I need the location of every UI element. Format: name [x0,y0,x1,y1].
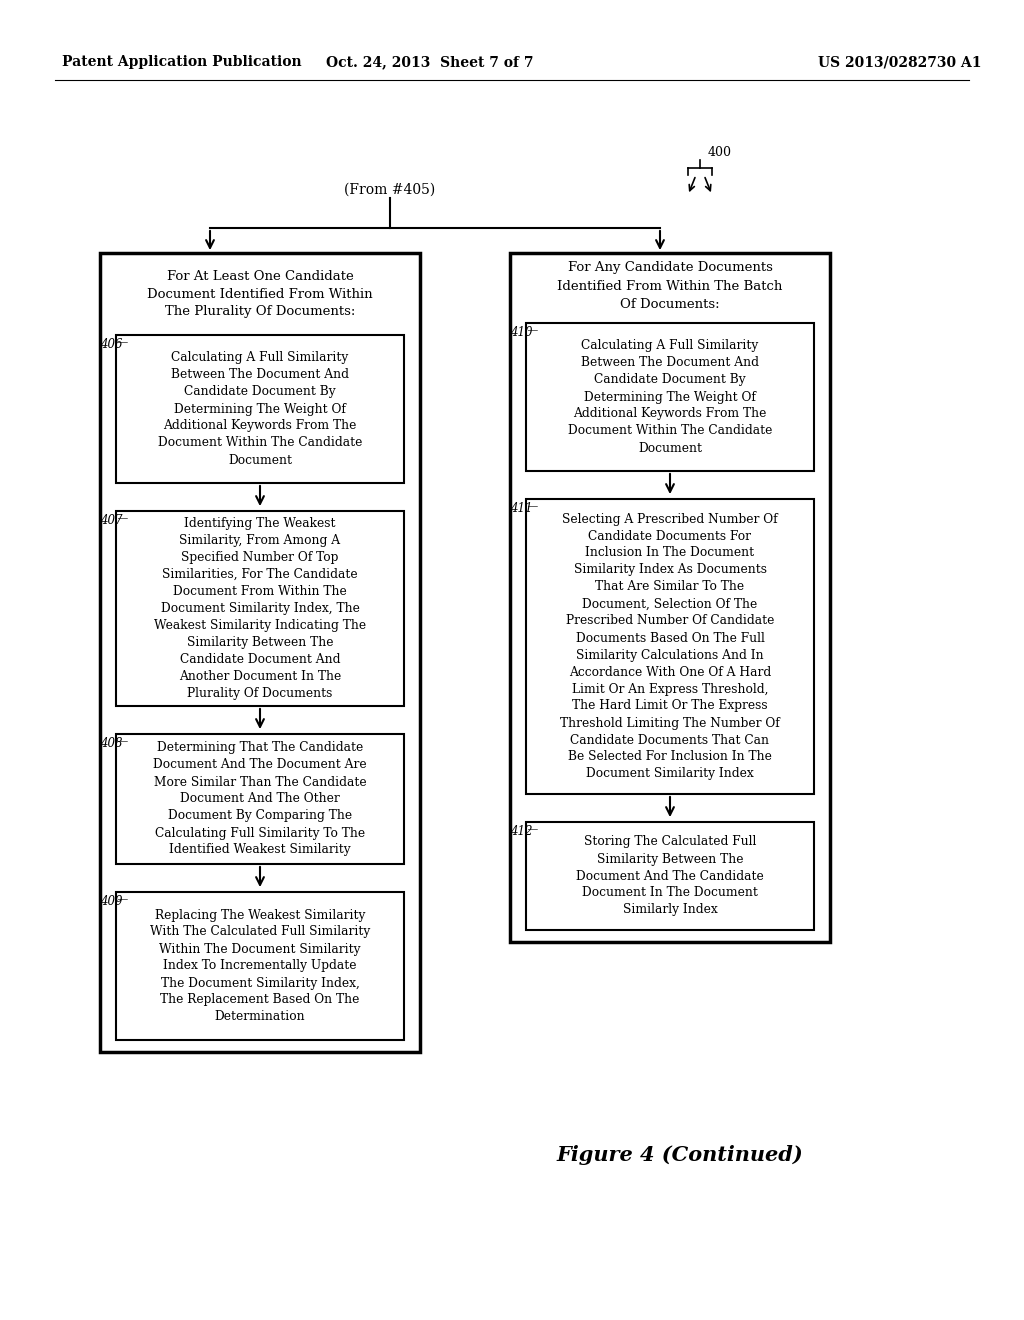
Text: Storing The Calculated Full
Similarity Between The
Document And The Candidate
Do: Storing The Calculated Full Similarity B… [577,836,764,916]
Text: Replacing The Weakest Similarity
With The Calculated Full Similarity
Within The : Replacing The Weakest Similarity With Th… [150,908,370,1023]
Bar [526,499,814,795]
Text: 409: 409 [100,895,123,908]
Text: 412: 412 [510,825,532,838]
Bar [526,323,814,471]
Text: Determining That The Candidate
Document And The Document Are
More Similar Than T: Determining That The Candidate Document … [154,742,367,857]
Text: For At Least One Candidate
Document Identified From Within
The Plurality Of Docu: For At Least One Candidate Document Iden… [147,269,373,318]
Text: ―: ― [528,326,538,335]
Bar [116,734,404,865]
Text: Selecting A Prescribed Number Of
Candidate Documents For
Inclusion In The Docume: Selecting A Prescribed Number Of Candida… [560,512,780,780]
Text: US 2013/0282730 A1: US 2013/0282730 A1 [818,55,982,69]
Bar [100,253,420,1052]
Text: Identifying The Weakest
Similarity, From Among A
Specified Number Of Top
Similar: Identifying The Weakest Similarity, From… [154,517,366,700]
Bar [116,511,404,706]
Text: 400: 400 [708,145,732,158]
Text: ―: ― [528,825,538,834]
Text: ―: ― [528,502,538,511]
Text: 407: 407 [100,513,123,527]
Bar [510,253,830,942]
Bar [116,892,404,1040]
Text: 411: 411 [510,502,532,515]
Text: Figure 4 (Continued): Figure 4 (Continued) [557,1144,804,1166]
Text: For Any Candidate Documents
Identified From Within The Batch
Of Documents:: For Any Candidate Documents Identified F… [557,261,782,310]
Bar [116,335,404,483]
Text: 406: 406 [100,338,123,351]
Text: Oct. 24, 2013  Sheet 7 of 7: Oct. 24, 2013 Sheet 7 of 7 [327,55,534,69]
Text: 410: 410 [510,326,532,339]
Text: Calculating A Full Similarity
Between The Document And
Candidate Document By
Det: Calculating A Full Similarity Between Th… [158,351,362,466]
Text: ―: ― [118,513,128,523]
Text: (From #405): (From #405) [344,183,435,197]
Text: Patent Application Publication: Patent Application Publication [62,55,302,69]
Text: ―: ― [118,737,128,746]
Text: ―: ― [118,895,128,904]
Text: Calculating A Full Similarity
Between The Document And
Candidate Document By
Det: Calculating A Full Similarity Between Th… [568,339,772,454]
Bar [526,822,814,931]
Text: 408: 408 [100,737,123,750]
Text: ―: ― [118,338,128,347]
